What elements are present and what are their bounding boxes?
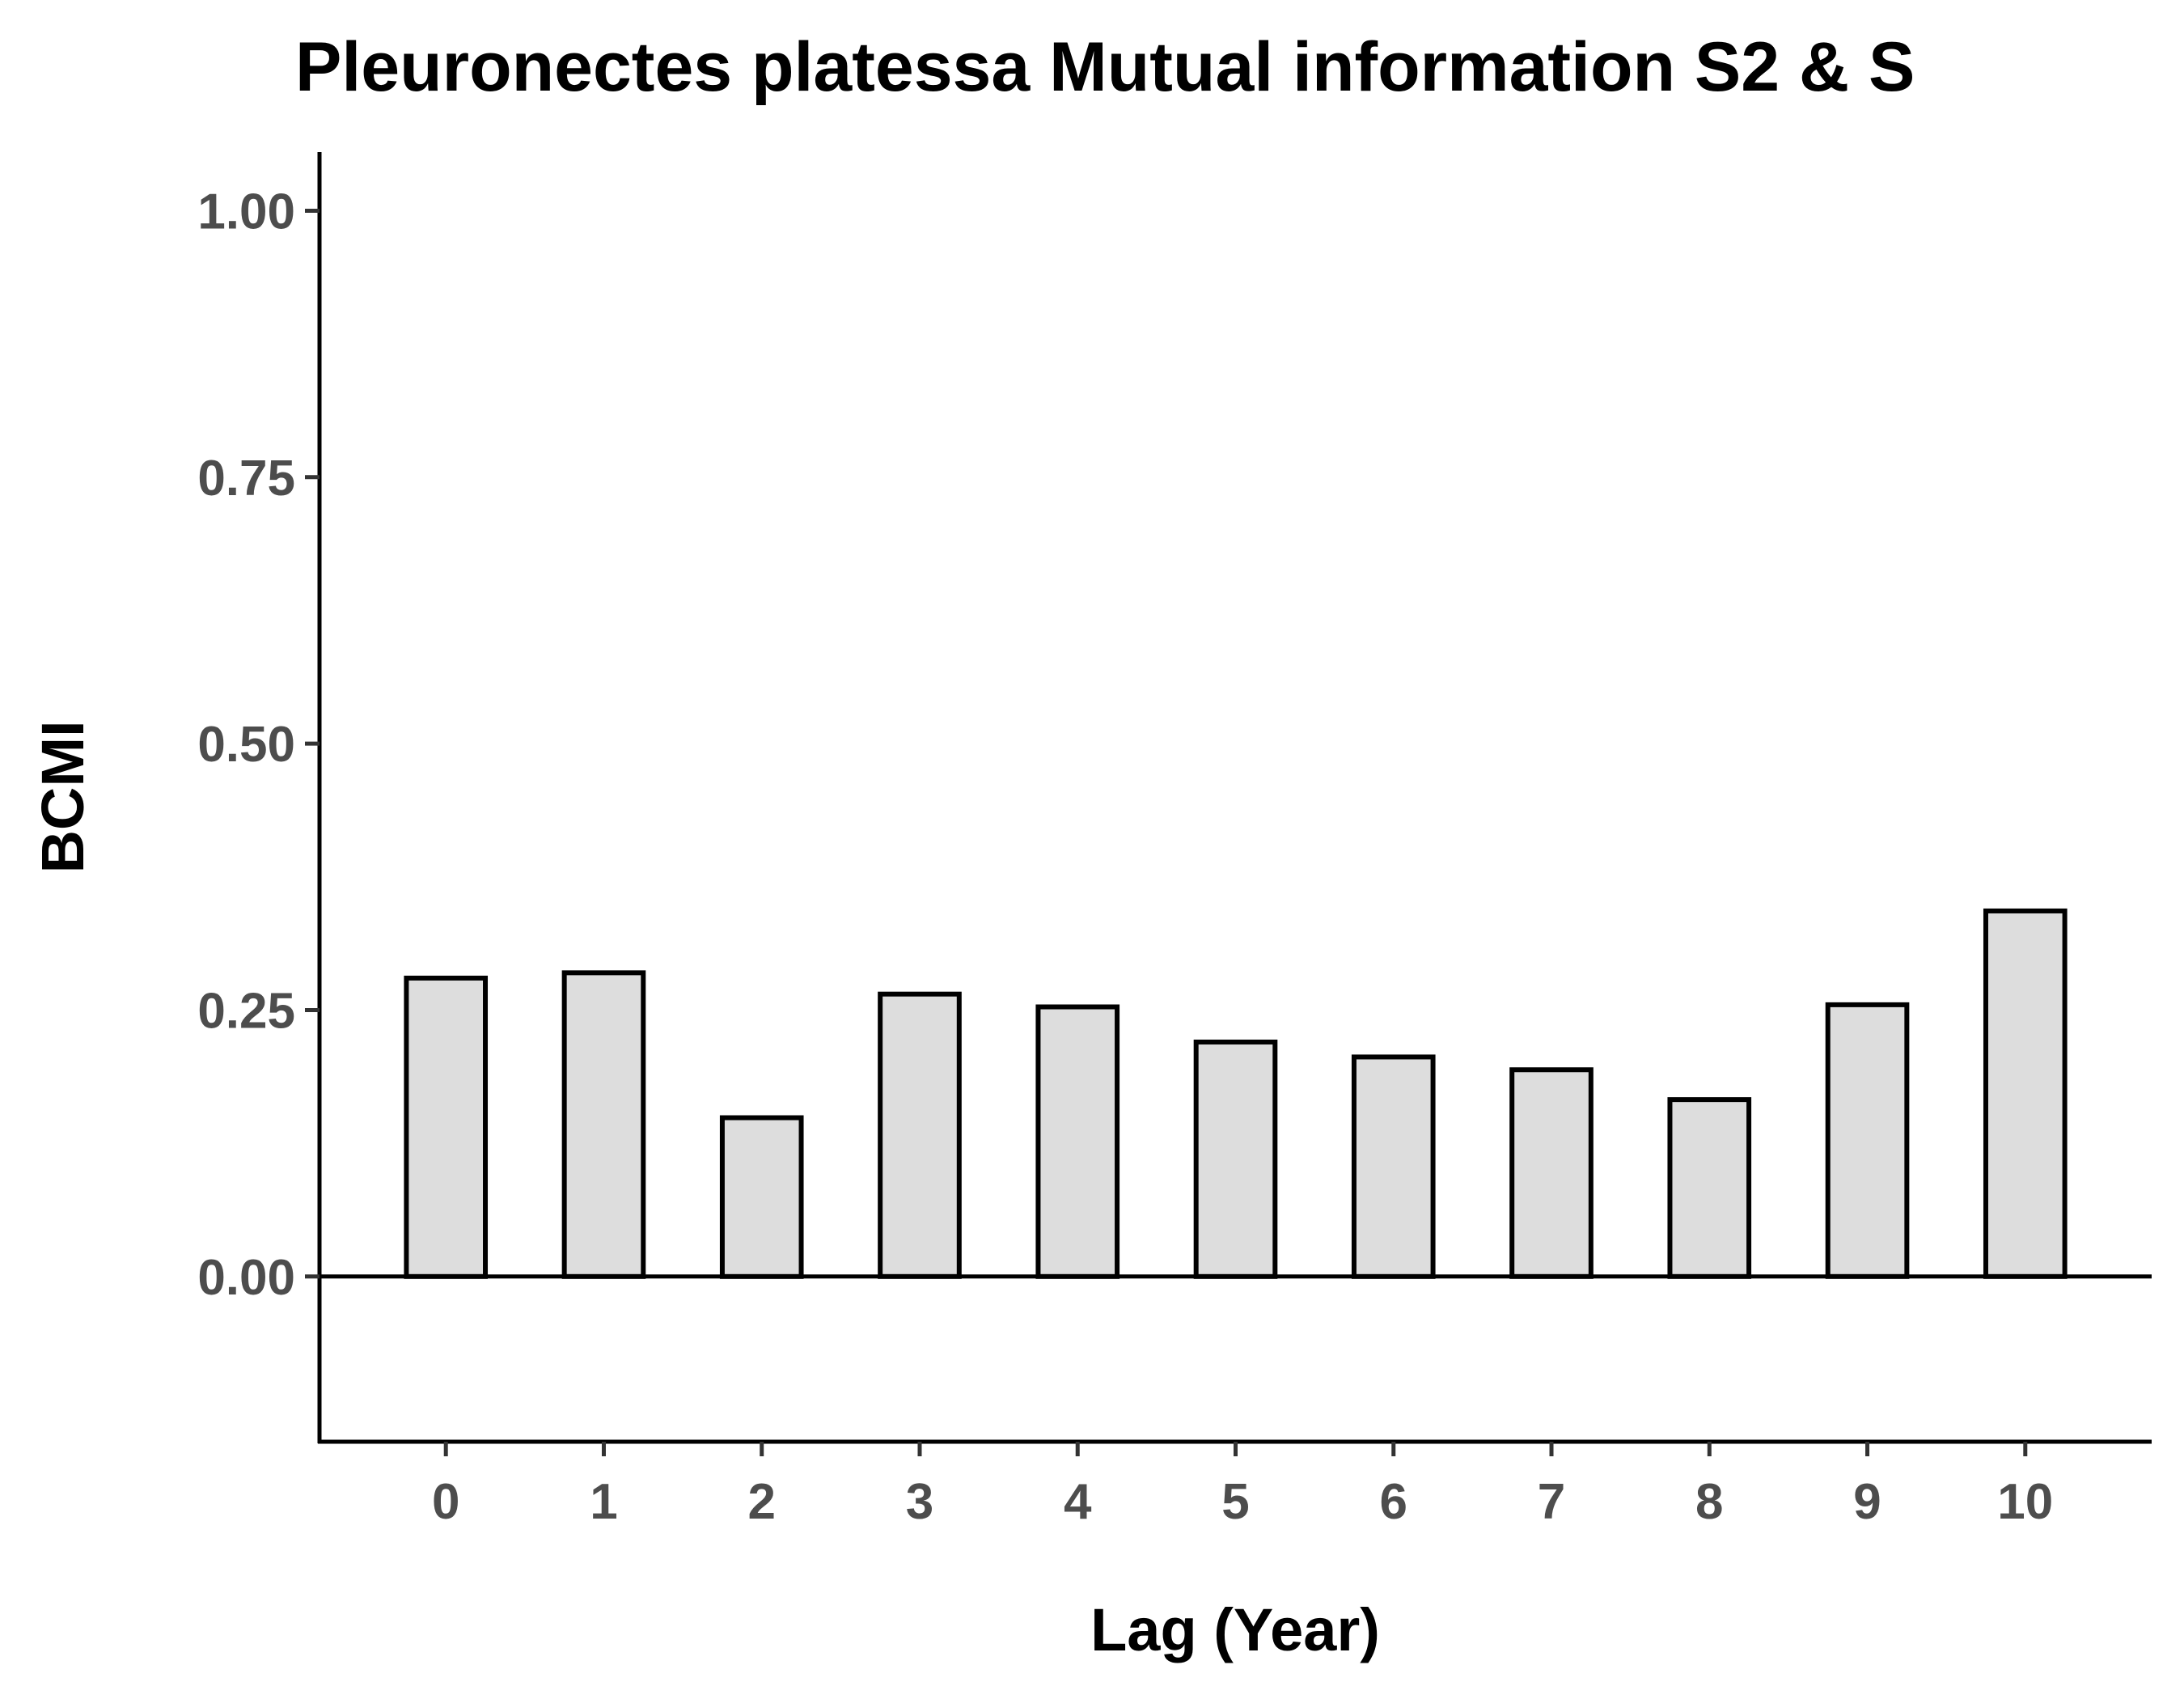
x-tick-label: 8 — [1695, 1474, 1723, 1530]
x-tick-label: 9 — [1853, 1474, 1881, 1530]
y-tick-label: 1.00 — [197, 184, 295, 239]
x-tick-label: 2 — [747, 1474, 775, 1530]
y-tick-label: 0.00 — [197, 1250, 295, 1306]
x-tick-label: 0 — [432, 1474, 459, 1530]
x-tick-label: 6 — [1380, 1474, 1407, 1530]
bar-lag-7 — [1509, 1067, 1594, 1279]
x-tick-label: 10 — [1997, 1474, 2053, 1530]
bar-lag-3 — [878, 991, 962, 1279]
y-tick-label: 0.75 — [197, 451, 295, 506]
x-tick-label: 1 — [590, 1474, 617, 1530]
bar-lag-9 — [1825, 1002, 1910, 1279]
bar-lag-5 — [1193, 1039, 1278, 1279]
bar-lag-10 — [1983, 908, 2068, 1279]
bar-lag-1 — [561, 970, 646, 1279]
x-tick-label: 3 — [906, 1474, 933, 1530]
bar-lag-4 — [1035, 1004, 1120, 1279]
y-tick-label: 0.50 — [197, 717, 295, 773]
y-axis-title: BCMI — [29, 720, 96, 873]
x-tick-label: 4 — [1064, 1474, 1092, 1530]
x-tick-label: 5 — [1221, 1474, 1249, 1530]
bars-layer — [404, 908, 2068, 1279]
y-tick-label: 0.25 — [197, 983, 295, 1039]
x-axis-title: Lag (Year) — [1090, 1596, 1380, 1663]
axes-layer: 0.00 0.25 0.50 0.75 1.00 0 1 2 3 4 5 6 7 8 9 10 — [197, 152, 2152, 1530]
bar-lag-6 — [1351, 1054, 1436, 1279]
bar-lag-8 — [1667, 1097, 1752, 1279]
x-tick-label: 7 — [1538, 1474, 1565, 1530]
chart-title: Pleuronectes platessa Mutual information… — [295, 28, 1915, 106]
bar-lag-0 — [404, 975, 489, 1279]
bar-lag-2 — [719, 1115, 804, 1279]
